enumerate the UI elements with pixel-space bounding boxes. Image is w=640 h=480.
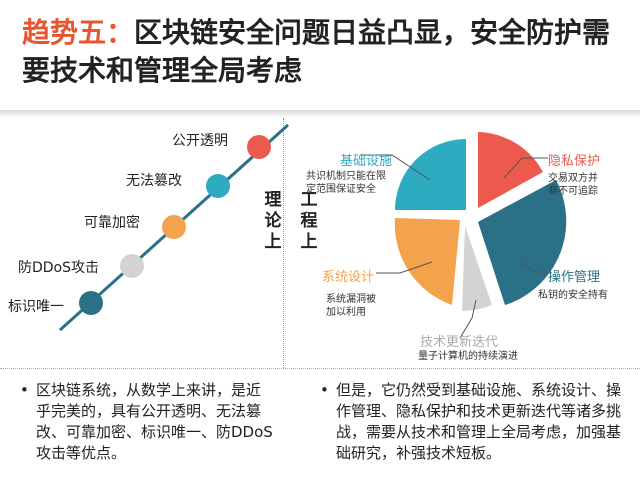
point-circle-ddos [120,254,144,278]
bullet-right-text: 但是，它仍然受到基础设施、系统设计、操作管理、隐私保护和技术更新迭代等诸多挑战，… [336,381,622,462]
leader-tech-update [459,299,477,339]
engineering-vertical-label: 工程上 [300,190,318,252]
point-label-encryption: 可靠加密 [84,215,140,231]
vertical-divider [283,118,284,368]
segment-desc-operations: 私钥的安全持有 [538,289,608,302]
segment-desc-system-design: 系统漏洞被 加以利用 [326,293,376,319]
horizontal-divider [0,368,640,369]
point-label-unique-id: 标识唯一 [8,299,64,315]
segment-desc-privacy: 交易双方并 非不可追踪 [548,172,598,198]
bullet-left: • 区块链系统，从数学上来讲，是近乎完美的，具有公开透明、无法篡改、可靠加密、标… [20,380,274,464]
title-accent: 趋势五： [22,16,135,49]
segment-desc-operations-line1: 私钥的安全持有 [538,290,608,301]
pie-segment-operations [478,180,567,305]
header-shadow-right [300,110,640,118]
point-label-transparent: 公开透明 [172,133,228,149]
segment-label-infrastructure: 基础设施 [340,154,393,169]
segment-desc-infrastructure-line2: 定范围保证安全 [306,184,376,195]
leader-operations [519,261,548,273]
title-text: 区块链安全问题日益凸显，安全防护需要技术和管理全局考虑 [22,16,611,87]
pie-segment-infrastructure [395,139,466,210]
segment-desc-privacy-line1: 交易双方并 [548,173,598,184]
segment-desc-tech-update-line1: 量子计算机的持续演进 [418,351,518,362]
segment-desc-system-design-line2: 加以利用 [326,307,366,318]
leader-privacy [503,157,548,179]
point-label-ddos: 防DDoS攻击 [18,260,100,276]
point-circle-encryption [162,215,186,239]
pie-segment-system-design [394,218,460,305]
bullet-marker-right: • [320,381,329,399]
pie-segment-tech-update [462,226,492,311]
bullet-right: • 但是，它仍然受到基础设施、系统设计、操作管理、隐私保护和技术更新迭代等诸多挑… [320,380,628,464]
pie-segment-privacy [478,132,543,208]
point-circle-tamperproof [206,174,230,198]
segment-desc-infrastructure-line1: 共识机制只能在限 [306,171,386,182]
page-title: 趋势五：区块链安全问题日益凸显，安全防护需要技术和管理全局考虑 [22,14,632,90]
theory-vertical-label: 理论上 [264,190,282,252]
segment-label-privacy: 隐私保护 [548,154,601,169]
segment-desc-infrastructure: 共识机制只能在限 定范围保证安全 [306,170,386,196]
point-label-tamperproof: 无法篡改 [126,173,182,189]
segment-desc-tech-update: 量子计算机的持续演进 [418,350,518,363]
segment-label-system-design: 系统设计 [322,270,375,285]
bullet-left-text: 区块链系统，从数学上来讲，是近乎完美的，具有公开透明、无法篡改、可靠加密、标识唯… [36,381,273,462]
point-circle-unique-id [79,291,103,315]
segment-label-tech-update: 技术更新迭代 [420,335,499,350]
point-circle-transparent [247,135,271,159]
leader-system-design [376,261,433,274]
bullet-marker-left: • [20,381,29,399]
header-shadow-left [0,110,300,118]
segment-label-operations: 操作管理 [548,270,601,285]
segment-desc-privacy-line2: 非不可追踪 [548,186,598,197]
leader-infrastructure [360,154,431,181]
segment-desc-system-design-line1: 系统漏洞被 [326,294,376,305]
